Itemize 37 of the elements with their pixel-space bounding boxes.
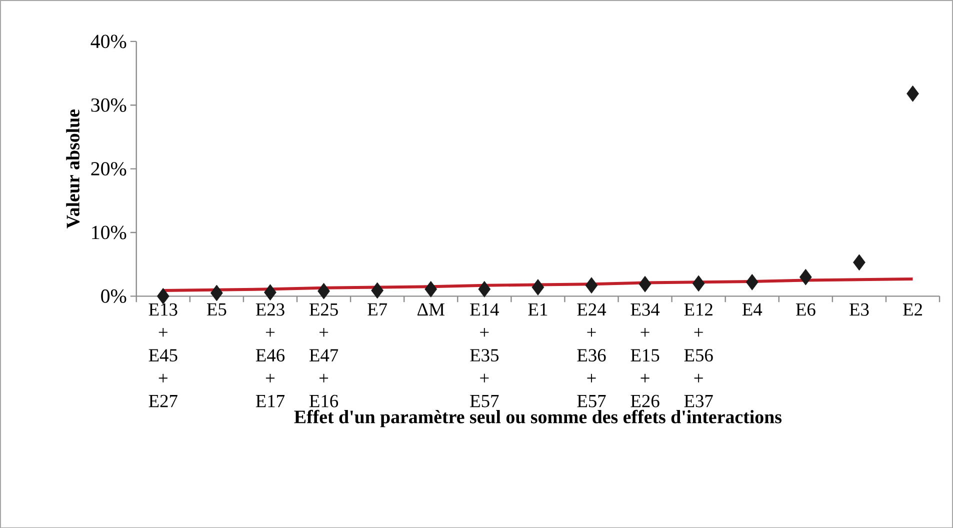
x-tick-label: E34 + E15 + E26	[630, 303, 660, 408]
x-tick-label: E1	[528, 303, 548, 316]
x-tick-label: E14 + E35 + E57	[470, 303, 499, 408]
y-tick-label: 10%	[92, 226, 126, 240]
x-tick-label: E4	[742, 303, 762, 316]
y-tick-label: 30%	[91, 98, 126, 112]
x-tick-label: E24 + E36 + E57	[577, 303, 606, 408]
point	[156, 288, 170, 304]
point	[478, 280, 491, 298]
point	[371, 282, 384, 298]
x-tick-label: E7	[368, 303, 388, 316]
y-tick-label: 20%	[91, 162, 126, 176]
point	[906, 85, 919, 102]
x-tick-label: E12 + E56 + E37	[684, 303, 713, 408]
point	[264, 284, 276, 300]
y-tick-label: 40%	[90, 34, 126, 48]
point	[799, 268, 812, 286]
point	[853, 254, 866, 270]
point	[318, 282, 330, 300]
x-tick-label: E13 + E45 + E27	[148, 303, 178, 407]
y-axis-title: Valeur absolue	[66, 109, 80, 228]
x-tick-label: E2	[903, 303, 922, 316]
x-tick-label: ΔM	[417, 303, 444, 316]
x-tick-label: E5	[206, 303, 226, 316]
x-tick-label: E3	[850, 303, 869, 316]
x-axis-title: Effet d'un paramètre seul ou somme des effets d'interactions	[294, 410, 782, 427]
x-tick-label: E6	[796, 303, 816, 316]
y-tick-label: 0%	[101, 289, 126, 303]
point	[532, 278, 544, 296]
point	[210, 284, 223, 301]
point	[638, 276, 652, 292]
point	[585, 276, 598, 294]
x-tick-label: E25 + E47 + E16	[309, 303, 338, 408]
point	[746, 274, 758, 290]
point	[692, 275, 705, 292]
x-tick-label: E23 + E46 + E17	[256, 303, 285, 407]
point	[424, 280, 438, 298]
